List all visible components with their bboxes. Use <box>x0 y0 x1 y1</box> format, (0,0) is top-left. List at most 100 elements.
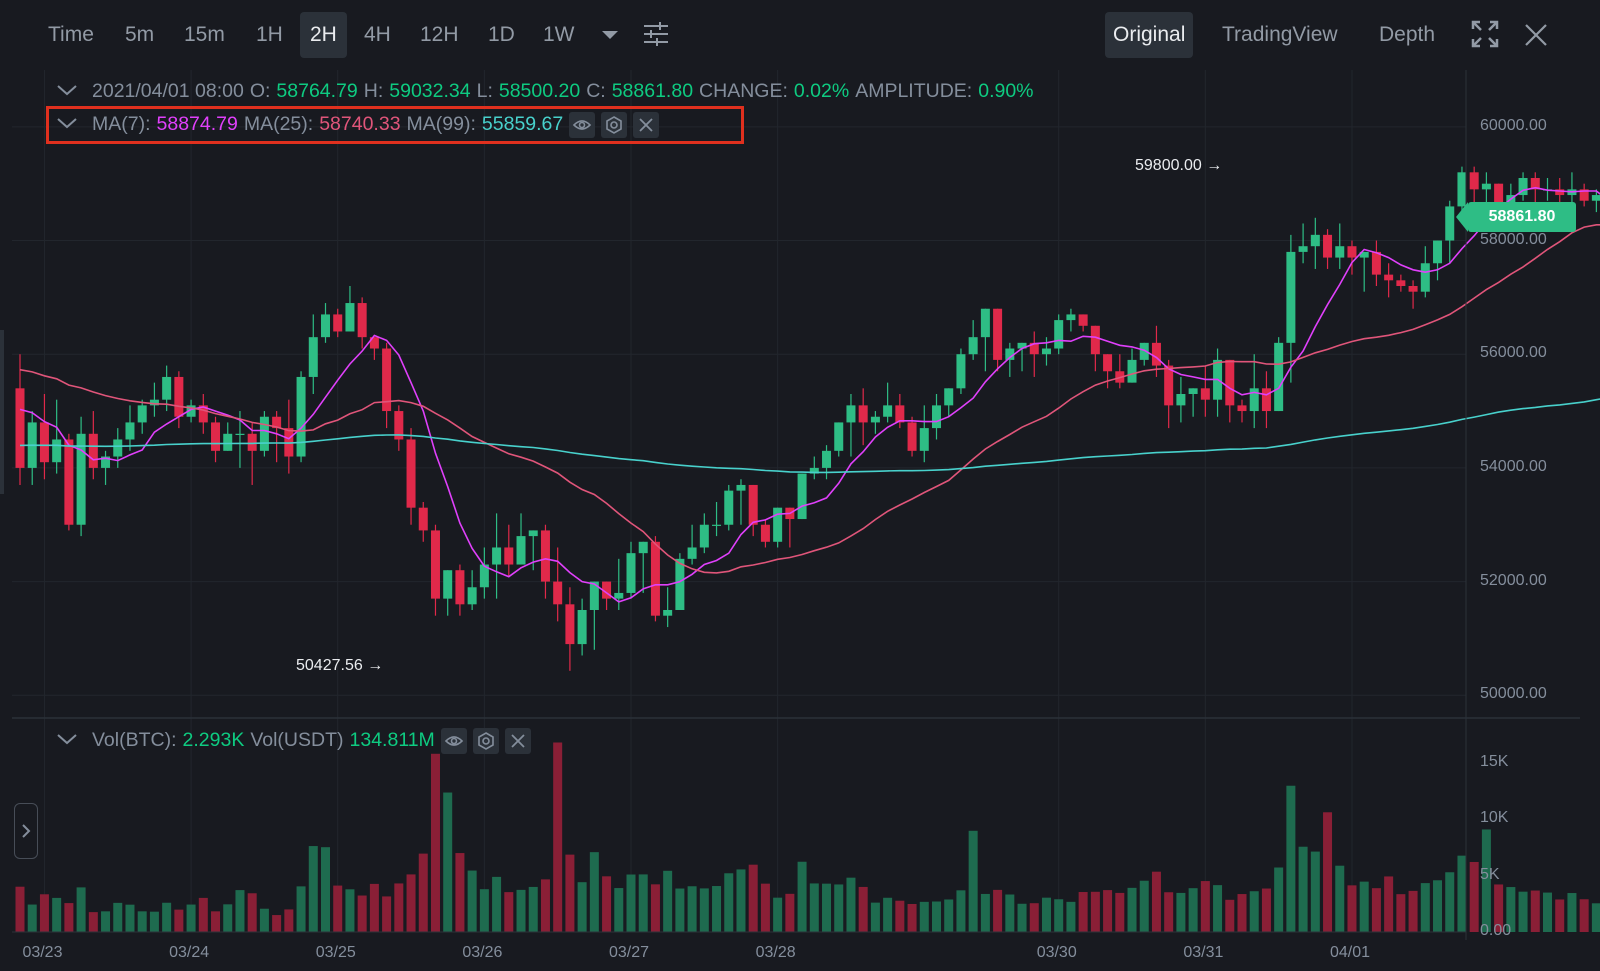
volume-bar <box>1139 880 1149 932</box>
ma-legend: MA(7): 58874.79 MA(25): 58740.33 MA(99): 5585… <box>56 112 665 138</box>
candle-body <box>1237 405 1247 412</box>
volume-bar <box>663 870 673 932</box>
timeframe-1h[interactable]: 1H <box>256 23 283 46</box>
timeframe-2h[interactable]: 2H <box>300 12 347 58</box>
candle-body <box>406 439 416 508</box>
candle-body <box>467 587 477 605</box>
expand-icon[interactable] <box>1471 20 1499 48</box>
volume-axis-label: 10K <box>1480 809 1509 827</box>
chevron-down-icon[interactable] <box>56 113 78 136</box>
high-value: 59032.34 <box>389 80 471 102</box>
chevron-down-icon[interactable] <box>56 729 78 752</box>
view-tradingview[interactable]: TradingView <box>1222 23 1338 46</box>
vol-btc-value: 2.293K <box>182 729 245 752</box>
close-icon[interactable] <box>504 728 531 754</box>
candle-body <box>455 570 465 605</box>
volume-bar <box>1274 867 1284 932</box>
volume-bar <box>113 902 123 932</box>
candle-body <box>1359 251 1369 258</box>
volume-bar <box>345 889 355 932</box>
volume-bar <box>1151 871 1161 932</box>
candle-body <box>1347 246 1357 258</box>
candle-body <box>1261 388 1271 412</box>
candle-body <box>675 558 685 610</box>
candle-body <box>553 581 563 605</box>
candle-body <box>1188 388 1198 394</box>
timeframe-12h[interactable]: 12H <box>420 23 459 46</box>
volume-bar <box>1420 883 1430 932</box>
expand-side-panel-button[interactable] <box>14 803 38 859</box>
volume-bar <box>895 900 905 932</box>
candle-body <box>638 541 648 554</box>
volume-bar <box>883 897 893 932</box>
timeframe-time[interactable]: Time <box>48 23 94 46</box>
eye-icon[interactable] <box>440 728 467 754</box>
volume-bar <box>577 882 587 932</box>
volume-bar <box>1164 892 1174 932</box>
view-original[interactable]: Original <box>1105 12 1194 58</box>
eye-icon[interactable] <box>569 112 596 138</box>
volume-bar <box>1384 876 1394 932</box>
volume-bar <box>52 897 62 932</box>
settings-icon[interactable] <box>601 112 628 138</box>
candle-body <box>1249 388 1259 412</box>
volume-bar <box>1506 887 1516 932</box>
timeframe-5m[interactable]: 5m <box>125 23 155 46</box>
candle-body <box>76 433 86 525</box>
candle-body <box>174 376 184 417</box>
date-axis-label: 03/31 <box>1183 944 1224 961</box>
volume-bar <box>602 876 612 932</box>
candle-body <box>1457 172 1467 207</box>
candle-body <box>1518 178 1528 196</box>
volume-bar <box>467 870 477 932</box>
candle-body <box>492 547 502 565</box>
candle-body <box>247 433 257 451</box>
volume-bar <box>1530 890 1540 932</box>
close-icon[interactable] <box>1523 22 1549 48</box>
timeframe-4h[interactable]: 4H <box>364 23 391 46</box>
view-depth[interactable]: Depth <box>1379 23 1436 46</box>
candle-body <box>712 524 722 526</box>
volume-bar <box>919 901 929 932</box>
sliders-icon[interactable] <box>642 20 670 48</box>
candle-body <box>223 433 233 451</box>
settings-icon[interactable] <box>472 728 499 754</box>
volume-bar <box>137 911 147 932</box>
candle-body <box>1384 274 1394 281</box>
volume-bar <box>162 902 172 932</box>
volume-bar <box>1457 855 1467 932</box>
timeframe-1w[interactable]: 1W <box>543 23 575 46</box>
change-value: 0.02% <box>793 80 850 102</box>
close-icon[interactable] <box>633 112 660 138</box>
volume-bar <box>1286 785 1296 932</box>
volume-bar <box>1029 903 1039 932</box>
volume-bar <box>259 908 269 932</box>
timeframe-1d[interactable]: 1D <box>488 23 515 46</box>
candle-body <box>1225 359 1235 406</box>
volume-bar <box>223 904 233 932</box>
volume-bar <box>1408 890 1418 932</box>
volume-bar <box>1103 890 1113 932</box>
volume-bar <box>1323 812 1333 932</box>
volume-bar <box>357 895 367 932</box>
price-axis-label: 58000.00 <box>1480 230 1547 248</box>
volume-bar <box>1445 872 1455 932</box>
candle-body <box>1127 359 1137 383</box>
chevron-down-icon[interactable] <box>56 80 78 103</box>
volume-bar <box>809 883 819 932</box>
candle-body <box>52 439 62 463</box>
candle-body <box>1103 354 1113 372</box>
volume-bar <box>1518 891 1528 932</box>
arrow-right-icon: → <box>367 657 384 674</box>
candle-body <box>101 456 111 468</box>
timeframe-15m[interactable]: 15m <box>184 23 225 46</box>
more-timeframes-icon[interactable] <box>598 26 622 44</box>
candle-body <box>211 422 221 451</box>
candle-body <box>822 450 832 468</box>
amplitude-label: AMPLITUDE: <box>855 80 973 102</box>
amplitude-value: 0.90% <box>978 80 1034 102</box>
candle-body <box>1310 234 1320 247</box>
volume-bar <box>149 911 159 932</box>
volume-bar <box>88 912 98 932</box>
